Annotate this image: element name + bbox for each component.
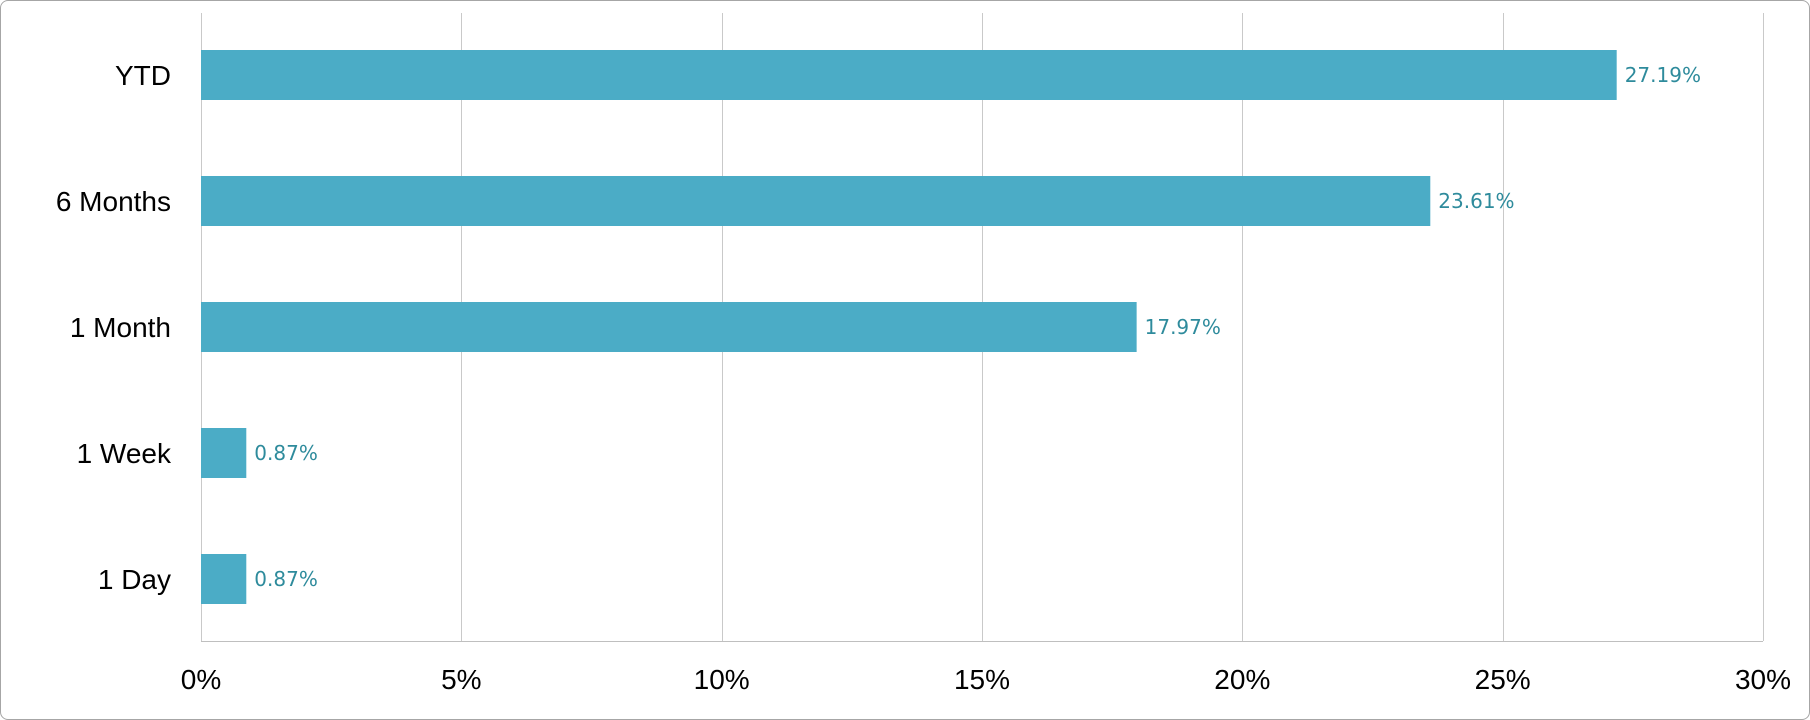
bars xyxy=(201,50,1617,604)
category-label: 1 Week xyxy=(77,438,172,469)
x-tick-label: 30% xyxy=(1735,664,1791,695)
bar-ytd xyxy=(201,50,1617,100)
category-label: YTD xyxy=(115,60,171,91)
bar-1-month xyxy=(201,302,1137,352)
bar-1-day xyxy=(201,554,246,604)
data-label: 23.61% xyxy=(1438,189,1514,213)
x-tick-label: 25% xyxy=(1475,664,1531,695)
x-tick-label: 10% xyxy=(694,664,750,695)
data-label: 27.19% xyxy=(1625,63,1701,87)
category-label: 1 Day xyxy=(98,564,171,595)
data-label: 0.87% xyxy=(254,567,318,591)
x-tick-label: 15% xyxy=(954,664,1010,695)
x-tick-label: 5% xyxy=(441,664,481,695)
bar-6-months xyxy=(201,176,1430,226)
x-tick-label: 0% xyxy=(181,664,221,695)
category-label: 1 Month xyxy=(70,312,171,343)
category-labels: YTD 6 Months 1 Month 1 Week 1 Day xyxy=(56,60,172,595)
x-axis-tick-labels: 0% 5% 10% 15% 20% 25% 30% xyxy=(181,664,1791,695)
bar-1-week xyxy=(201,428,246,478)
data-label: 17.97% xyxy=(1145,315,1221,339)
category-label: 6 Months xyxy=(56,186,171,217)
x-tick-label: 20% xyxy=(1214,664,1270,695)
data-label: 0.87% xyxy=(254,441,318,465)
